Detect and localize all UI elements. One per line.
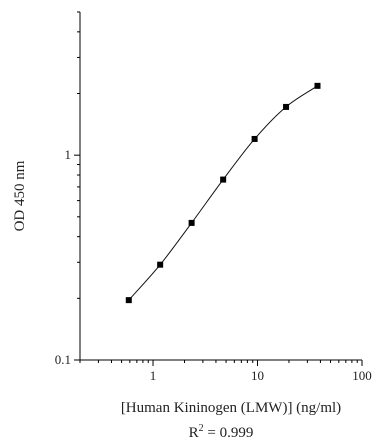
- fitted-curve: [128, 85, 318, 301]
- r-squared-label: R2 = 0.999: [189, 423, 254, 441]
- r-squared-value: = 0.999: [204, 425, 254, 441]
- ticks: 1 10 100 0.1 1: [55, 11, 372, 383]
- data-point: [220, 176, 227, 183]
- x-axis-title: [Human Kininogen (LMW)] (ng/ml): [121, 400, 341, 416]
- data-point: [125, 297, 132, 304]
- data-point: [188, 219, 195, 226]
- data-point: [251, 135, 258, 142]
- data-point: [314, 82, 321, 89]
- y-axis-title: OD 450 nm: [12, 160, 28, 231]
- x-tick-label: 10: [251, 368, 264, 383]
- data-point: [157, 261, 164, 268]
- y-tick-label: 0.1: [55, 352, 71, 367]
- r-squared-superscript: 2: [199, 423, 204, 434]
- data-point: [283, 103, 290, 110]
- x-tick-label: 1: [150, 368, 157, 383]
- y-tick-label: 1: [65, 147, 72, 162]
- data-points: [125, 82, 321, 304]
- fit-curve-line: [128, 85, 318, 301]
- axes: [79, 12, 362, 361]
- r-squared-prefix: R: [189, 425, 199, 441]
- x-tick-label: 100: [352, 368, 372, 383]
